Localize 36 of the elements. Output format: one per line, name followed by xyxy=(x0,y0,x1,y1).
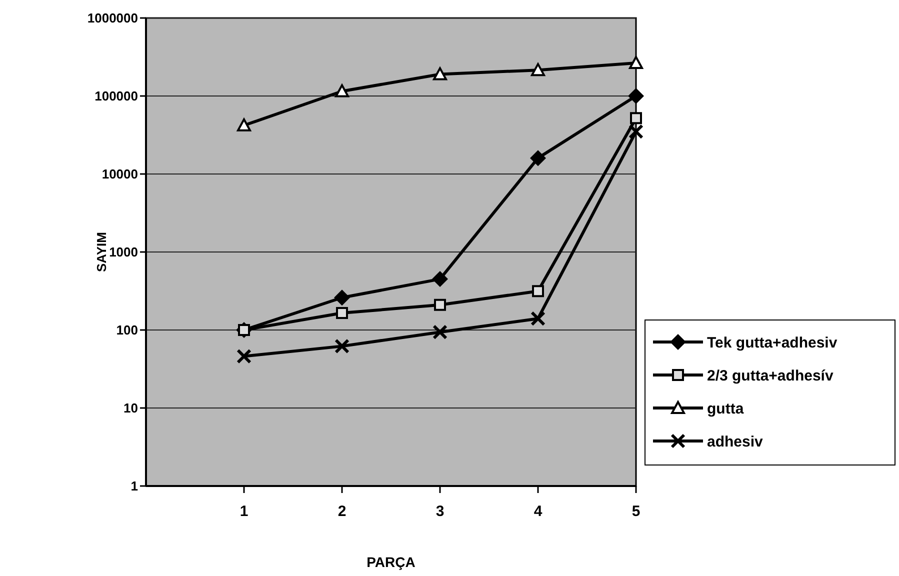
x-axis-title: PARÇA xyxy=(366,554,416,570)
point xyxy=(434,298,446,311)
point xyxy=(236,348,252,364)
point xyxy=(432,271,448,288)
point xyxy=(530,311,546,326)
x-tick-label: 1 xyxy=(240,503,248,520)
y-tick-label: 100000 xyxy=(94,88,138,104)
point xyxy=(630,112,642,124)
y-axis-title: SAYIM xyxy=(94,232,109,272)
point xyxy=(433,67,447,80)
point xyxy=(532,285,544,298)
legend-label: adhesiv xyxy=(707,433,764,450)
x-tick-label: 5 xyxy=(632,503,640,520)
point xyxy=(334,338,350,354)
y-tick-label: 10 xyxy=(124,400,138,416)
point xyxy=(334,290,350,306)
x-tick-label: 2 xyxy=(338,503,346,520)
point xyxy=(629,56,643,69)
legend-label: Tek gutta+adhesiv xyxy=(707,334,838,352)
point xyxy=(530,150,546,166)
y-tick-label: 1000000 xyxy=(87,10,138,26)
point xyxy=(432,324,448,340)
y-tick-label: 1 xyxy=(130,478,138,494)
legend-label: gutta xyxy=(707,400,744,418)
point xyxy=(628,124,644,140)
legend-label: 2/3 gutta+adhesív xyxy=(707,367,834,384)
x-tick-label: 3 xyxy=(436,503,444,520)
x-tick-label: 4 xyxy=(534,503,543,520)
point xyxy=(628,88,644,104)
y-tick-label: 10000 xyxy=(102,166,138,182)
point xyxy=(531,63,545,76)
y-tick-label: 100 xyxy=(116,322,138,338)
point xyxy=(336,307,348,320)
point xyxy=(335,84,349,98)
point xyxy=(237,118,251,132)
y-tick-label: 1000 xyxy=(109,244,138,260)
